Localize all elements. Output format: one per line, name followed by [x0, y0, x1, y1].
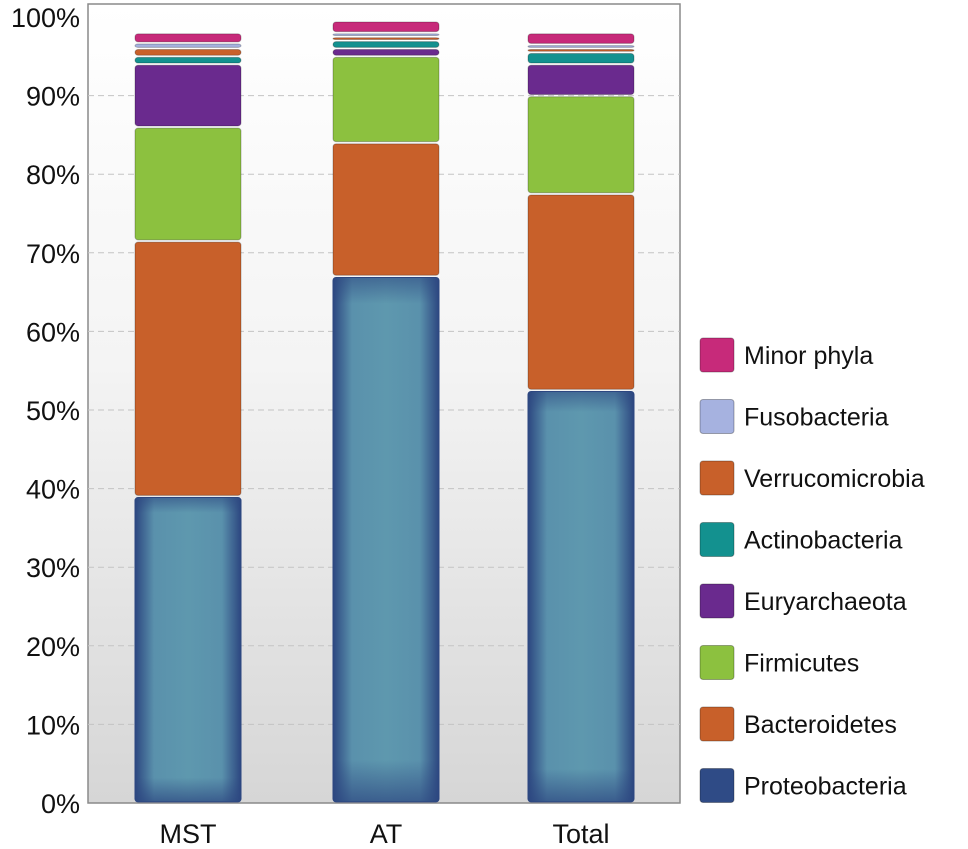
legend-item: Verrucomicrobia: [699, 460, 925, 496]
y-tick-label: 70%: [26, 239, 80, 269]
legend-label: Bacteroidetes: [744, 711, 897, 739]
y-tick-label: 30%: [26, 553, 80, 583]
bar-segment-fusobacteria: [527, 45, 635, 48]
bar-segment-actinobacteria: [134, 56, 242, 64]
legend-item: Minor phyla: [699, 337, 873, 373]
legend-swatch: [699, 645, 735, 680]
legend-item: Actinobacteria: [699, 522, 903, 557]
bar-segment-verrucomicrobia: [134, 49, 242, 56]
bar-segment-fusobacteria: [134, 43, 242, 48]
legend-swatch: [699, 460, 735, 496]
bar-segment-verrucomicrobia: [527, 49, 635, 52]
bar-segment-firmicutes: [332, 56, 440, 143]
bar-segment-bacteroidetes: [332, 143, 440, 276]
y-tick-label: 80%: [26, 160, 80, 190]
y-tick-label: 20%: [26, 632, 80, 662]
bar-segment-actinobacteria: [332, 41, 440, 48]
legend-swatch: [699, 583, 735, 619]
x-category-label: Total: [552, 819, 609, 849]
y-tick-label: 0%: [41, 789, 80, 819]
legend-item: Bacteroidetes: [699, 706, 897, 742]
legend-swatch: [699, 768, 735, 803]
bar-segment-verrucomicrobia: [332, 37, 440, 40]
bar-segment-firmicutes: [527, 96, 635, 194]
bar-segment-proteobacteria: [527, 390, 635, 803]
legend-label: Fusobacteria: [744, 404, 889, 432]
legend-label: Verrucomicrobia: [744, 465, 925, 493]
y-tick-label: 50%: [26, 396, 80, 426]
bar-segment-firmicutes: [134, 127, 242, 241]
y-tick-label: 40%: [26, 475, 80, 505]
bar-segment-bacteroidetes: [134, 241, 242, 496]
bar-segment-proteobacteria: [134, 497, 242, 803]
bar-segment-minor-phyla: [332, 21, 440, 33]
legend-swatch: [699, 399, 735, 434]
x-category-label: AT: [370, 819, 403, 849]
legend-label: Actinobacteria: [744, 527, 903, 555]
y-tick-label: 90%: [26, 82, 80, 112]
legend-swatch: [699, 522, 735, 557]
bar-segment-minor-phyla: [527, 33, 635, 44]
legend-swatch: [699, 337, 735, 373]
legend-label: Euryarchaeota: [744, 588, 907, 616]
legend-swatch: [699, 706, 735, 742]
legend-item: Euryarchaeota: [699, 583, 907, 619]
bar-segment-euryarchaeota: [527, 64, 635, 96]
bar-segment-fusobacteria: [332, 33, 440, 37]
legend-item: Firmicutes: [699, 645, 859, 680]
legend-label: Firmicutes: [744, 650, 859, 678]
bar-segment-proteobacteria: [332, 276, 440, 803]
y-tick-label: 100%: [11, 3, 80, 33]
x-category-label: MST: [160, 819, 217, 849]
legend-label: Proteobacteria: [744, 773, 907, 801]
bar-segment-minor-phyla: [134, 33, 242, 43]
bar-segment-actinobacteria: [527, 52, 635, 64]
legend-item: Fusobacteria: [699, 399, 889, 434]
bar-segment-euryarchaeota: [332, 49, 440, 56]
legend-item: Proteobacteria: [699, 768, 907, 803]
bar-segment-euryarchaeota: [134, 64, 242, 127]
legend-label: Minor phyla: [744, 342, 873, 370]
bar-segment-bacteroidetes: [527, 194, 635, 390]
y-tick-label: 10%: [26, 710, 80, 740]
y-tick-label: 60%: [26, 317, 80, 347]
